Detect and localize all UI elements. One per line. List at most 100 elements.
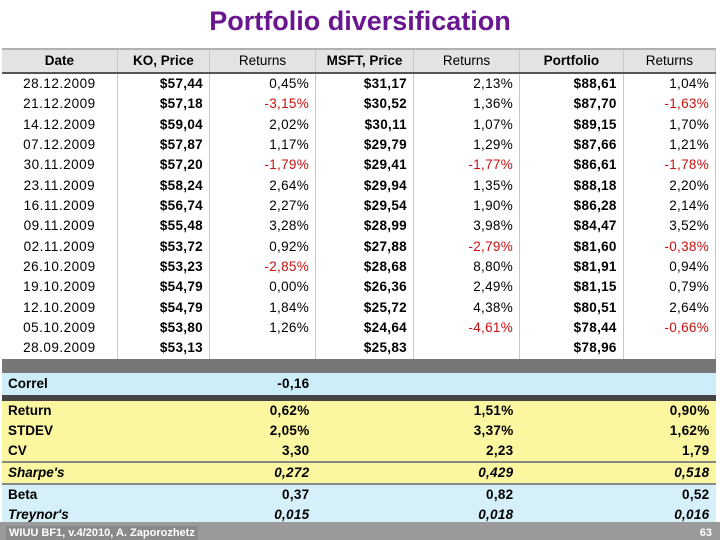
table-cell (209, 338, 317, 359)
stat-msft: 2,23 (315, 440, 520, 462)
stat-msft: 0,018 (315, 504, 520, 525)
stat-portfolio: 1,79 (519, 440, 716, 462)
table-cell: 3,52% (623, 216, 717, 237)
correl-label: Correl (2, 372, 118, 395)
table-cell: 14.12.2009 (2, 114, 118, 136)
table-cell: 0,45% (209, 73, 317, 95)
table-row: 05.10.2009 $53,80 1,26% $24,64 -4,61% $78,44-… (2, 318, 717, 339)
table-cell: -3,15% (209, 94, 317, 115)
stat-row: Sharpe's 0,272 0,429 0,518 (2, 460, 716, 484)
header-cell: Date (2, 50, 118, 74)
table-cell: 0,79% (623, 277, 717, 298)
table-row: 02.11.2009 $53,72 0,92% $27,88 -2,79% $81,60-… (2, 236, 717, 258)
table-cell: $80,51 (519, 297, 624, 319)
table-cell: 3,28% (209, 216, 317, 237)
table-cell: $86,61 (519, 155, 624, 176)
table-cell: $88,18 (519, 175, 624, 197)
stat-portfolio: 0,52 (519, 482, 716, 505)
table-cell: $25,72 (315, 297, 414, 319)
table-row: 26.10.2009 $53,23 -2,85% $28,68 8,80% $81,91 0… (2, 257, 717, 278)
stat-row: CV 3,30 2,23 1,79 (2, 440, 716, 462)
table-cell: 1,21% (623, 135, 717, 156)
table-row: 19.10.2009 $54,79 0,00% $26,36 2,49% $81,15 0,… (2, 277, 717, 298)
header-row: Date KO, Price Returns MSFT, Price Returns Po… (2, 50, 717, 74)
table-cell: $29,79 (315, 135, 414, 156)
stat-msft: 0,82 (315, 482, 520, 505)
table-cell: 2,14% (623, 196, 717, 217)
table-cell: $78,96 (519, 338, 624, 359)
portfolio-table: Date KO, Price Returns MSFT, Price Returns Po… (2, 50, 717, 525)
stat-msft: 0,429 (315, 460, 520, 484)
table-row: 21.12.2009 $57,18 -3,15% $30,52 1,36% $87,70-… (2, 94, 717, 115)
footer-credit: WIUU BF1, v.4/2010, A. Zaporozhetz (6, 526, 198, 540)
table-cell: 4,38% (413, 297, 521, 319)
stat-portfolio: 0,518 (519, 460, 716, 484)
table-cell: -1,78% (623, 155, 717, 176)
table-cell: $27,88 (315, 236, 414, 258)
stat-ko: 0,62% (117, 400, 316, 421)
table-cell: $29,54 (315, 196, 414, 217)
table-cell: 21.12.2009 (2, 94, 118, 115)
table-cell: 0,00% (209, 277, 317, 298)
table-cell: 02.11.2009 (2, 236, 118, 258)
table-cell: 3,98% (413, 216, 521, 237)
table-cell: 2,20% (623, 175, 717, 197)
table-cell: 09.11.2009 (2, 216, 118, 237)
table-cell: 2,64% (209, 175, 317, 197)
table-cell: 1,29% (413, 135, 521, 156)
table-cell: $87,70 (519, 94, 624, 115)
table-cell: $29,94 (315, 175, 414, 197)
table-cell: $88,61 (519, 73, 624, 95)
separator-row (2, 358, 716, 373)
table-cell: $78,44 (519, 318, 624, 339)
stat-label: Treynor's (2, 504, 118, 525)
table-row: 14.12.2009 $59,04 2,02% $30,11 1,07% $89,15 1,… (2, 114, 717, 136)
table-cell: $57,20 (117, 155, 210, 176)
table-cell: -0,38% (623, 236, 717, 258)
table-cell: $81,91 (519, 257, 624, 278)
table-row: 16.11.2009 $56,74 2,27% $29,54 1,90% $86,28 2,… (2, 196, 717, 217)
table-cell: -2,85% (209, 257, 317, 278)
table-cell: 2,13% (413, 73, 521, 95)
table-cell: 1,07% (413, 114, 521, 136)
table-cell: 23.11.2009 (2, 175, 118, 197)
table-cell: $57,44 (117, 73, 210, 95)
table-cell: $53,80 (117, 318, 210, 339)
table-cell: $29,41 (315, 155, 414, 176)
table-cell: $81,15 (519, 277, 624, 298)
table-cell: $59,04 (117, 114, 210, 136)
table-cell: $87,66 (519, 135, 624, 156)
table-cell: 26.10.2009 (2, 257, 118, 278)
table-row: 28.09.2009 $53,13 $25,83 $78,96 (2, 338, 717, 359)
table-cell: $54,79 (117, 297, 210, 319)
table-cell: -1,63% (623, 94, 717, 115)
table-cell: -0,66% (623, 318, 717, 339)
stat-row: Treynor's 0,015 0,018 0,016 (2, 504, 716, 525)
table-cell: 2,27% (209, 196, 317, 217)
header-cell: Portfolio (519, 50, 624, 74)
table-cell: $53,13 (117, 338, 210, 359)
table-cell (623, 338, 717, 359)
table-cell: $28,99 (315, 216, 414, 237)
stat-msft: 3,37% (315, 420, 520, 441)
stat-ko: 0,37 (117, 482, 316, 505)
stat-ko: 0,015 (117, 504, 316, 525)
table-cell: 05.10.2009 (2, 318, 118, 339)
header-cell: Returns (413, 50, 521, 74)
header-cell: MSFT, Price (315, 50, 414, 74)
table-cell: $24,64 (315, 318, 414, 339)
table-cell: 1,70% (623, 114, 717, 136)
table-cell: 1,04% (623, 73, 717, 95)
stat-ko: 2,05% (117, 420, 316, 441)
table-cell: 30.11.2009 (2, 155, 118, 176)
table-cell: -2,79% (413, 236, 521, 258)
table-cell: 2,49% (413, 277, 521, 298)
table-cell: $53,72 (117, 236, 210, 258)
table-cell: 12.10.2009 (2, 297, 118, 319)
stat-ko: 3,30 (117, 440, 316, 462)
table-row: 07.12.2009 $57,87 1,17% $29,79 1,29% $87,66 1,… (2, 135, 717, 156)
table-cell: $30,11 (315, 114, 414, 136)
stat-ko: 0,272 (117, 460, 316, 484)
table-cell: $53,23 (117, 257, 210, 278)
table-cell: -4,61% (413, 318, 521, 339)
